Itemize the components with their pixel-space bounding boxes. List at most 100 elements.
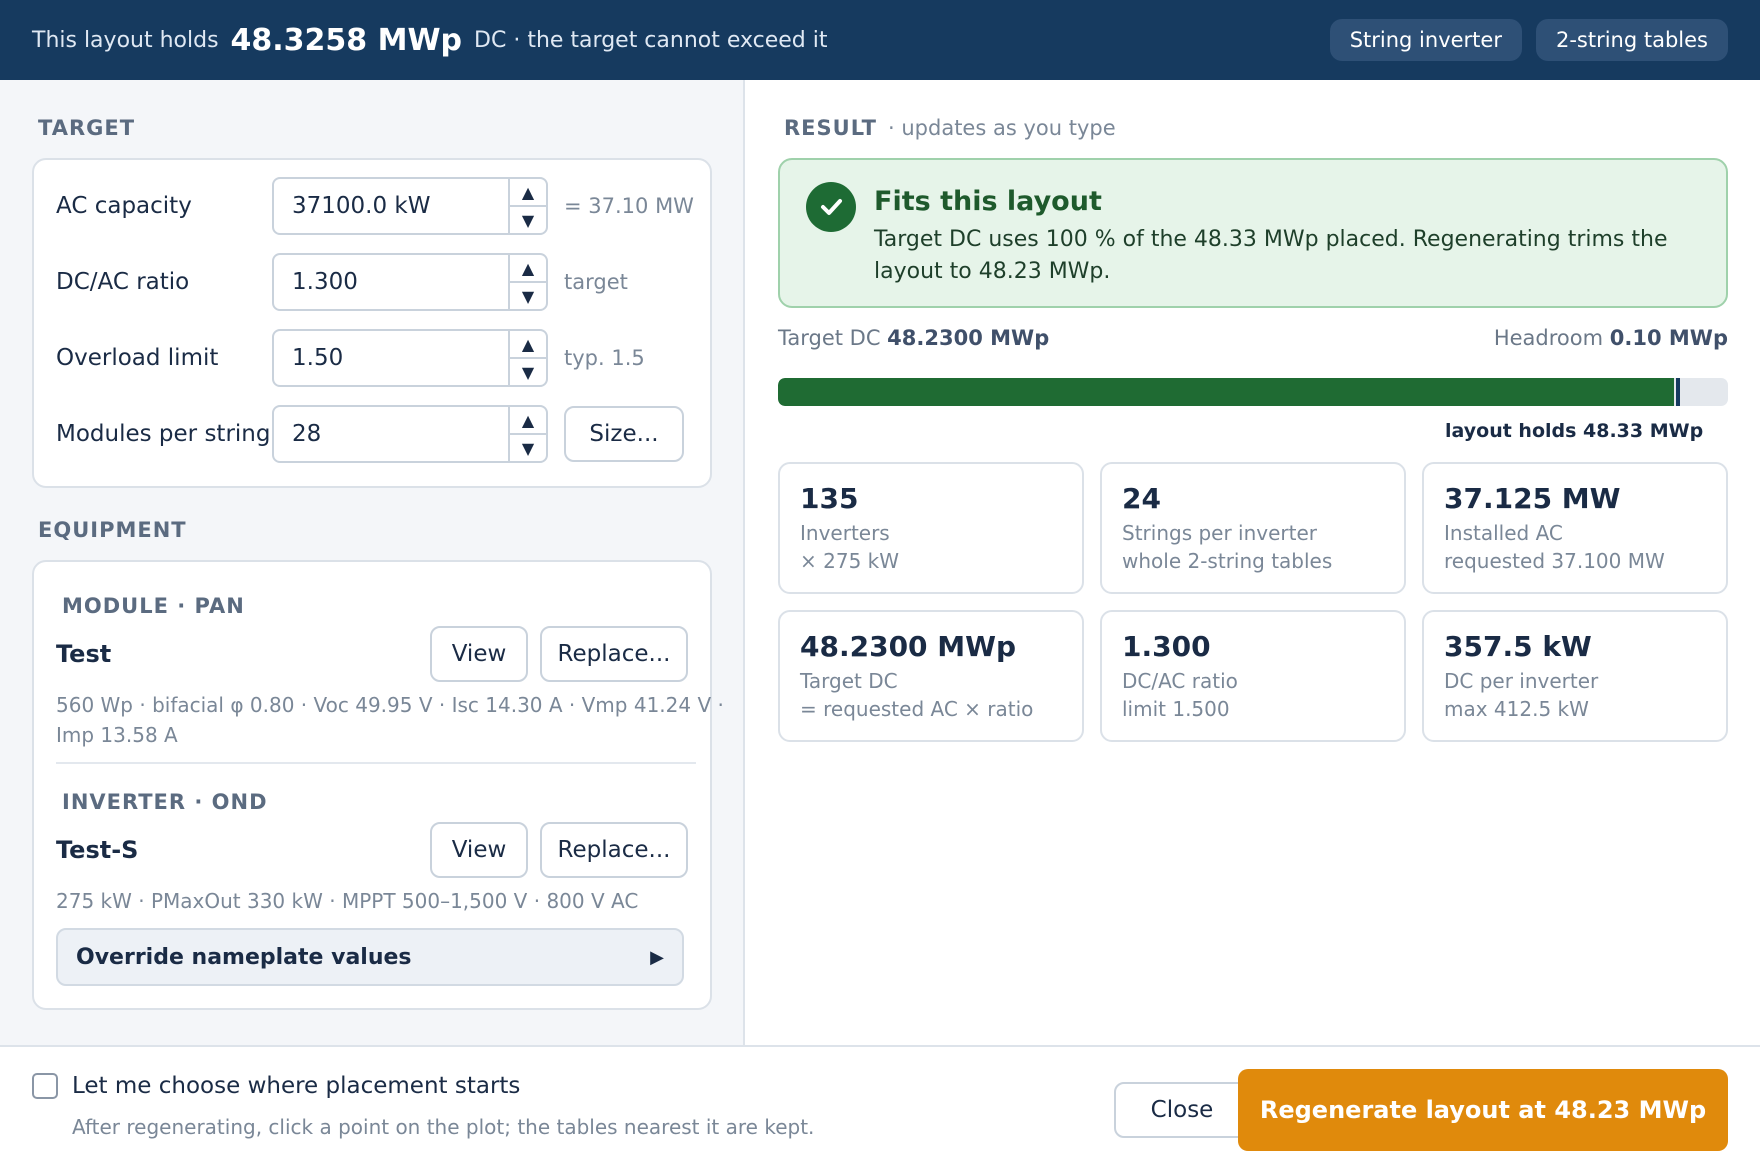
equipment-section-label: EQUIPMENT (38, 518, 187, 542)
ac-capacity-hint: = 37.10 MW (564, 194, 694, 218)
placement-start-checkbox[interactable] (32, 1073, 58, 1099)
dc-ac-ratio-hint: target (564, 270, 628, 294)
chevron-up-icon[interactable]: ▲ (510, 331, 546, 359)
stat-sub: whole 2-string tables (1122, 549, 1333, 573)
module-view-button[interactable]: View (430, 626, 528, 682)
stat-card-target-dc: 48.2300 MWp Target DC = requested AC × r… (778, 610, 1084, 742)
target-card: AC capacity 37100.0 kW ▲ ▼ = 37.10 MW DC/… (32, 158, 712, 488)
ac-capacity-value[interactable]: 37100.0 kW (292, 193, 431, 219)
chevron-down-icon[interactable]: ▼ (521, 362, 535, 382)
stat-card-dc-per-inverter: 357.5 kW DC per inverter max 412.5 kW (1422, 610, 1728, 742)
mode-chips: String inverter 2-string tables (1329, 19, 1728, 61)
stat-sub: requested 37.100 MW (1444, 549, 1665, 573)
fit-body: Target DC uses 100 % of the 48.33 MWp pl… (874, 227, 1668, 284)
modules-per-string-input[interactable]: 28 ▲ ▼ (272, 405, 548, 463)
chevron-up-icon[interactable]: ▲ (510, 255, 546, 283)
module-label: MODULE · PAN (62, 594, 245, 618)
bar-caption: layout holds 48.33 MWp (1445, 420, 1704, 442)
capacity-bar-fill (778, 378, 1675, 406)
stat-label: Installed AC (1444, 521, 1563, 545)
target-dc-readout: Target DC 48.2300 MWp (778, 326, 1049, 350)
module-spec: 560 Wp · bifacial φ 0.80 · Voc 49.95 V ·… (56, 693, 724, 747)
layout-limit-marker (1676, 378, 1681, 406)
chevron-down-icon[interactable]: ▼ (521, 286, 535, 306)
headroom-readout: Headroom 0.10 MWp (1494, 326, 1728, 350)
stat-label: Inverters (800, 521, 890, 545)
override-nameplate-toggle[interactable]: Override nameplate values ▶ (56, 928, 684, 986)
hold-suffix: DC · the target cannot exceed it (474, 27, 828, 53)
module-name: Test (56, 640, 112, 668)
target-section-label: TARGET (38, 116, 136, 140)
placement-start-help: After regenerating, click a point on the… (72, 1115, 815, 1139)
hold-value: 48.3258 MWp (230, 22, 463, 58)
stat-value: 1.300 (1122, 630, 1211, 663)
stat-value: 37.125 MW (1444, 482, 1621, 515)
chevron-up-icon[interactable]: ▲ (510, 179, 546, 207)
target-dc-label: Target DC (778, 326, 881, 350)
top-banner: This layout holds 48.3258 MWp DC · the t… (0, 0, 1760, 80)
size-button[interactable]: Size... (564, 406, 684, 462)
fit-title: Fits this layout (874, 186, 1102, 217)
override-label: Override nameplate values (76, 944, 412, 970)
chevron-up-icon[interactable]: ▲ (510, 407, 546, 435)
modules-per-string-label: Modules per string (56, 421, 271, 447)
stat-label: DC per inverter (1444, 669, 1599, 693)
dc-ac-ratio-value[interactable]: 1.300 (292, 269, 358, 295)
dc-ac-ratio-label: DC/AC ratio (56, 269, 190, 295)
dc-ac-ratio-row: DC/AC ratio 1.300 ▲ ▼ target (56, 253, 628, 311)
equipment-divider (56, 762, 696, 764)
headroom-label: Headroom (1493, 326, 1604, 350)
overload-limit-row: Overload limit 1.50 ▲ ▼ typ. 1.5 (56, 329, 645, 387)
close-button[interactable]: Close (1114, 1082, 1250, 1138)
stat-card-inverters: 135 Inverters × 275 kW (778, 462, 1084, 594)
capacity-bar (778, 378, 1728, 406)
modules-per-string-row: Modules per string 28 ▲ ▼ Size... (56, 405, 684, 463)
settings-panel: TARGET AC capacity 37100.0 kW ▲ ▼ = 37.10… (0, 80, 745, 1045)
overload-limit-label: Overload limit (56, 345, 219, 371)
chip-2-string-tables[interactable]: 2-string tables (1535, 19, 1728, 61)
stat-label: Strings per inverter (1122, 521, 1318, 545)
inverter-view-button[interactable]: View (430, 822, 528, 878)
target-dc-value: 48.2300 MWp (887, 326, 1050, 350)
headroom-value: 0.10 MWp (1609, 326, 1728, 350)
stat-sub: limit 1.500 (1122, 697, 1230, 721)
ac-capacity-row: AC capacity 37100.0 kW ▲ ▼ = 37.10 MW (56, 177, 694, 235)
stat-label: DC/AC ratio (1122, 669, 1238, 693)
dialog-footer: Let me choose where placement starts Aft… (0, 1045, 1760, 1170)
stat-value: 48.2300 MWp (800, 630, 1017, 663)
stat-sub: × 275 kW (800, 549, 900, 573)
equipment-card: MODULE · PAN Test View Replace... 560 Wp… (32, 560, 724, 1010)
check-circle-icon (806, 182, 856, 232)
ac-capacity-input[interactable]: 37100.0 kW ▲ ▼ (272, 177, 548, 235)
overload-limit-hint: typ. 1.5 (564, 346, 645, 370)
triangle-right-icon: ▶ (650, 946, 664, 968)
stat-value: 357.5 kW (1444, 630, 1592, 663)
stat-sub: max 412.5 kW (1444, 697, 1589, 721)
ac-capacity-label: AC capacity (56, 193, 192, 219)
chip-string-inverter[interactable]: String inverter (1329, 19, 1522, 61)
stat-card-dc-ac-ratio: 1.300 DC/AC ratio limit 1.500 (1100, 610, 1406, 742)
result-subtitle: · updates as you type (888, 116, 1116, 140)
placement-start-label[interactable]: Let me choose where placement starts (72, 1073, 521, 1099)
dc-ac-ratio-input[interactable]: 1.300 ▲ ▼ (272, 253, 548, 311)
fit-status-card: Fits this layout Target DC uses 100 % of… (778, 158, 1728, 308)
stat-card-installed-ac: 37.125 MW Installed AC requested 37.100 … (1422, 462, 1728, 594)
stat-value: 135 (800, 482, 859, 515)
stat-label: Target DC (800, 669, 898, 693)
overload-limit-value[interactable]: 1.50 (292, 345, 344, 371)
chevron-down-icon[interactable]: ▼ (521, 438, 535, 458)
stat-value: 24 (1122, 482, 1161, 515)
modules-per-string-value[interactable]: 28 (292, 421, 322, 447)
chevron-down-icon[interactable]: ▼ (521, 210, 535, 230)
hold-prefix: This layout holds (32, 27, 219, 53)
regenerate-layout-button[interactable]: Regenerate layout at 48.23 MWp (1238, 1069, 1728, 1151)
overload-limit-input[interactable]: 1.50 ▲ ▼ (272, 329, 548, 387)
stat-card-strings: 24 Strings per inverter whole 2-string t… (1100, 462, 1406, 594)
result-section-label: RESULT (784, 116, 877, 140)
inverter-name: Test-S (56, 836, 139, 864)
stat-sub: = requested AC × ratio (800, 697, 1034, 721)
inverter-label: INVERTER · OND (62, 790, 268, 814)
inverter-replace-button[interactable]: Replace... (540, 822, 688, 878)
inverter-spec: 275 kW · PMaxOut 330 kW · MPPT 500–1,500… (56, 889, 639, 913)
module-replace-button[interactable]: Replace... (540, 626, 688, 682)
